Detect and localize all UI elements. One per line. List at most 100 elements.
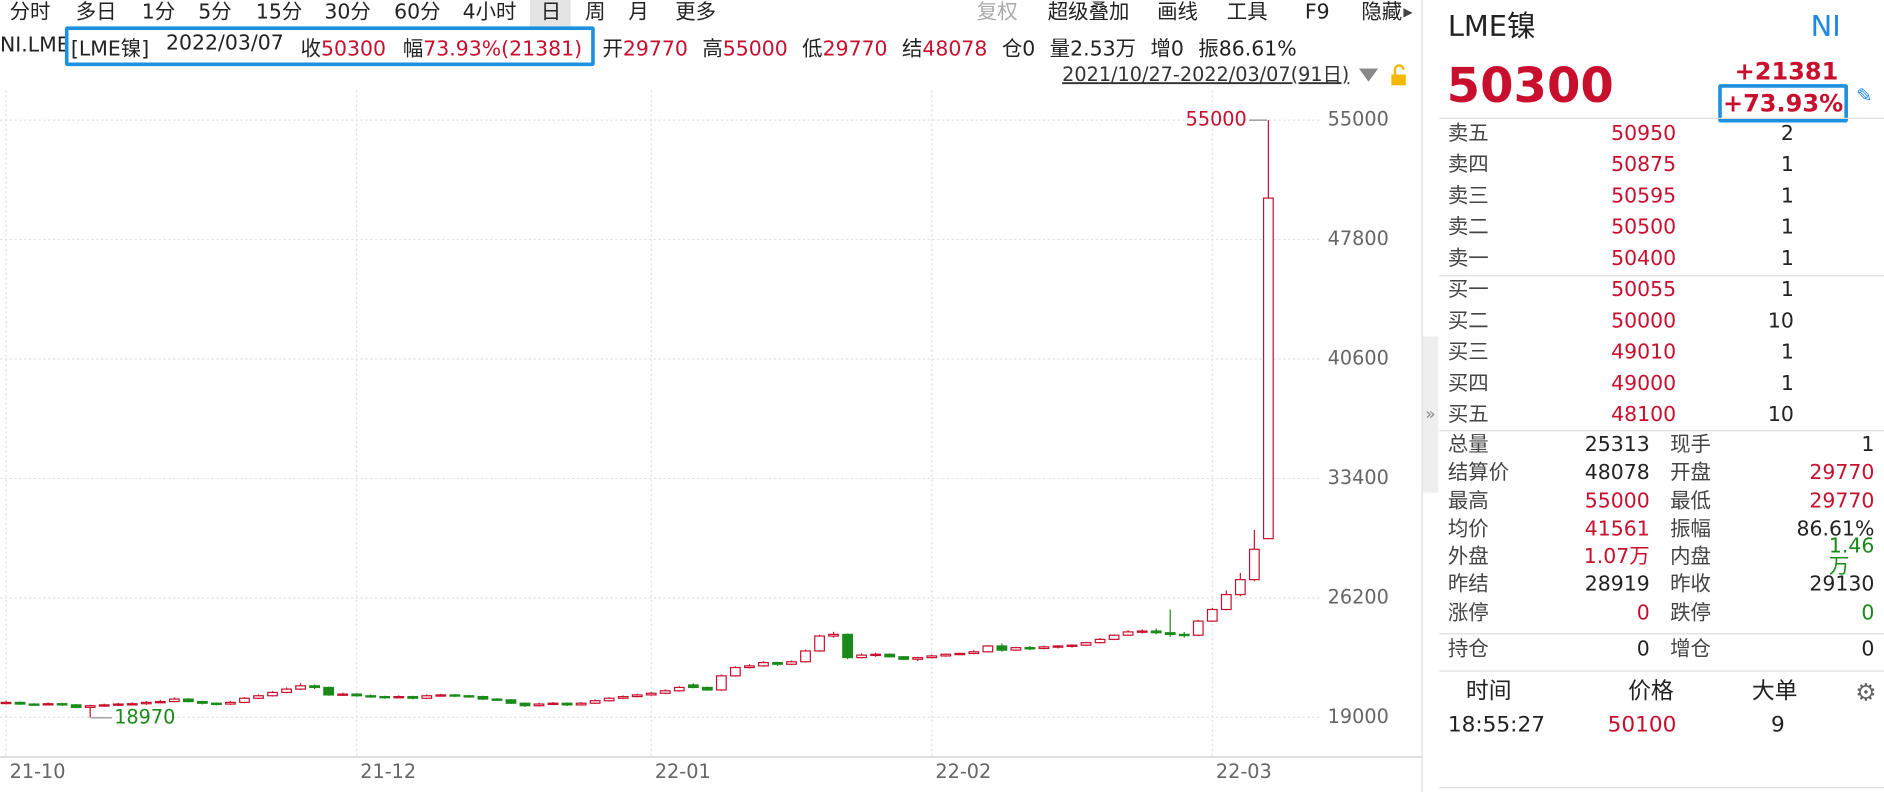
stat-label: 涨停 [1447, 601, 1489, 626]
book-volume: 1 [1780, 246, 1794, 271]
candle-body [84, 705, 96, 708]
edit-icon[interactable]: ✎ [1856, 84, 1873, 107]
candle-body [253, 695, 264, 699]
stat-label: 增仓 [1670, 637, 1711, 662]
kline-chart: 2021/10/27-2022/03/07(91日) 19000 26200 3340… [0, 63, 1422, 783]
candle-body [912, 656, 924, 660]
candle-body [898, 656, 910, 660]
stat-value: 86.61% [1796, 517, 1875, 542]
candle-body [70, 704, 82, 708]
stat-label: 结算价 [1447, 460, 1510, 485]
candle-body [351, 693, 363, 697]
y-tick-label: 19000 [1328, 705, 1389, 728]
candle-body [1136, 630, 1148, 633]
candle-body [758, 661, 769, 667]
trade-header: 大单 [1751, 678, 1798, 705]
candle-body [421, 695, 433, 699]
stat-value: 29130 [1809, 572, 1875, 597]
x-tick-label: 21-12 [360, 760, 416, 783]
candle-body [729, 666, 741, 677]
stat-label: 总量 [1447, 433, 1489, 458]
period-highlight [529, 0, 571, 27]
period-tab[interactable]: 5分 [198, 0, 232, 25]
period-tab[interactable]: 15分 [255, 0, 303, 25]
period-tab[interactable]: 30分 [324, 0, 371, 25]
candle-body [463, 695, 475, 698]
info-item: 收50300 [301, 31, 386, 61]
period-tab[interactable]: 分时 [9, 0, 51, 25]
candle-body [1010, 647, 1022, 651]
candle-body [379, 695, 391, 699]
tool-button[interactable]: 超级叠加 [1047, 0, 1130, 25]
tool-button[interactable]: 画线 [1157, 0, 1198, 25]
stat-value: 28919 [1584, 572, 1650, 597]
book-label: 卖二 [1447, 215, 1489, 240]
info-rest: 开29770 高55000 低29770 结48078 仓0 量2.53万 增0 振86.61… [602, 31, 1296, 61]
candle-body [870, 653, 882, 657]
tool-button[interactable]: 工具 [1226, 0, 1268, 25]
y-tick-label: 40600 [1328, 347, 1389, 370]
panel-divider [1421, 0, 1423, 792]
info-highlight: [LME镍] 2022/03/07 收50300 幅73.93%(21381) [64, 25, 596, 66]
candle-body [239, 697, 250, 703]
candle-body [561, 702, 573, 706]
stat-label: 昨收 [1670, 572, 1711, 597]
separator [1439, 633, 1884, 635]
book-volume: 1 [1780, 278, 1794, 303]
candle-body [154, 700, 166, 704]
candle-body [659, 690, 671, 694]
period-tab[interactable]: 更多 [675, 0, 717, 25]
trade-price: 50100 [1607, 712, 1677, 738]
book-price: 50500 [1611, 215, 1677, 240]
candle-body [1164, 632, 1176, 635]
stat-value: 55000 [1584, 489, 1650, 514]
separator [1439, 670, 1884, 672]
book-volume: 1 [1780, 184, 1794, 209]
candle-body [112, 703, 124, 706]
period-tab[interactable]: 多日 [75, 0, 117, 25]
candle-body [547, 702, 559, 706]
stat-value: 0 [1861, 601, 1875, 626]
stat-value: 25313 [1584, 433, 1650, 458]
period-tab[interactable]: 周 [585, 0, 606, 25]
info-label: 仓 [1001, 36, 1023, 61]
candle-body [533, 703, 545, 707]
candle-body [575, 702, 587, 706]
stat-value: 48078 [1584, 460, 1650, 485]
candle-body [98, 704, 110, 707]
tool-button[interactable]: 复权 [976, 0, 1018, 25]
candle-body [673, 686, 685, 692]
range-label: 2021/10/27-2022/03/07(91日) [1062, 63, 1349, 86]
period-tab[interactable]: 4小时 [462, 0, 517, 25]
period-tab[interactable]: 日 [540, 0, 562, 25]
tool-button[interactable]: 隐藏 [1361, 0, 1403, 25]
stat-label: 最高 [1447, 489, 1489, 514]
stat-label: 持仓 [1447, 637, 1489, 662]
info-item: 量2.53万 [1050, 31, 1136, 61]
candle-body [786, 661, 797, 665]
book-price: 48100 [1611, 403, 1677, 428]
candle-body [1066, 644, 1078, 647]
range-dropdown [1358, 68, 1379, 82]
candle-body [491, 698, 503, 701]
candle-body [182, 698, 194, 703]
candle-body [126, 703, 138, 706]
tool-button[interactable]: F9 [1304, 0, 1330, 25]
candle-body [337, 693, 349, 696]
period-tab[interactable]: 月 [628, 0, 649, 25]
candle-body [56, 703, 68, 706]
stat-label: 开盘 [1670, 460, 1711, 485]
candle-body [1038, 646, 1050, 650]
candle-body [1220, 593, 1232, 611]
settings-icon[interactable]: ⚙ [1855, 677, 1877, 707]
period-tab[interactable]: 1分 [141, 0, 176, 25]
info-bar: NI.LME [LME镍] 2022/03/07 收50300 幅73.93%(2138… [0, 25, 1297, 66]
collapse-handle[interactable]: » [1422, 336, 1439, 493]
trade-time: 18:55:27 [1447, 712, 1545, 738]
low-marker: 18970 [114, 705, 175, 728]
candle-body [267, 691, 278, 697]
period-tab[interactable]: 60分 [394, 0, 441, 25]
candle-body [996, 645, 1008, 651]
book-price: 50595 [1611, 184, 1677, 209]
